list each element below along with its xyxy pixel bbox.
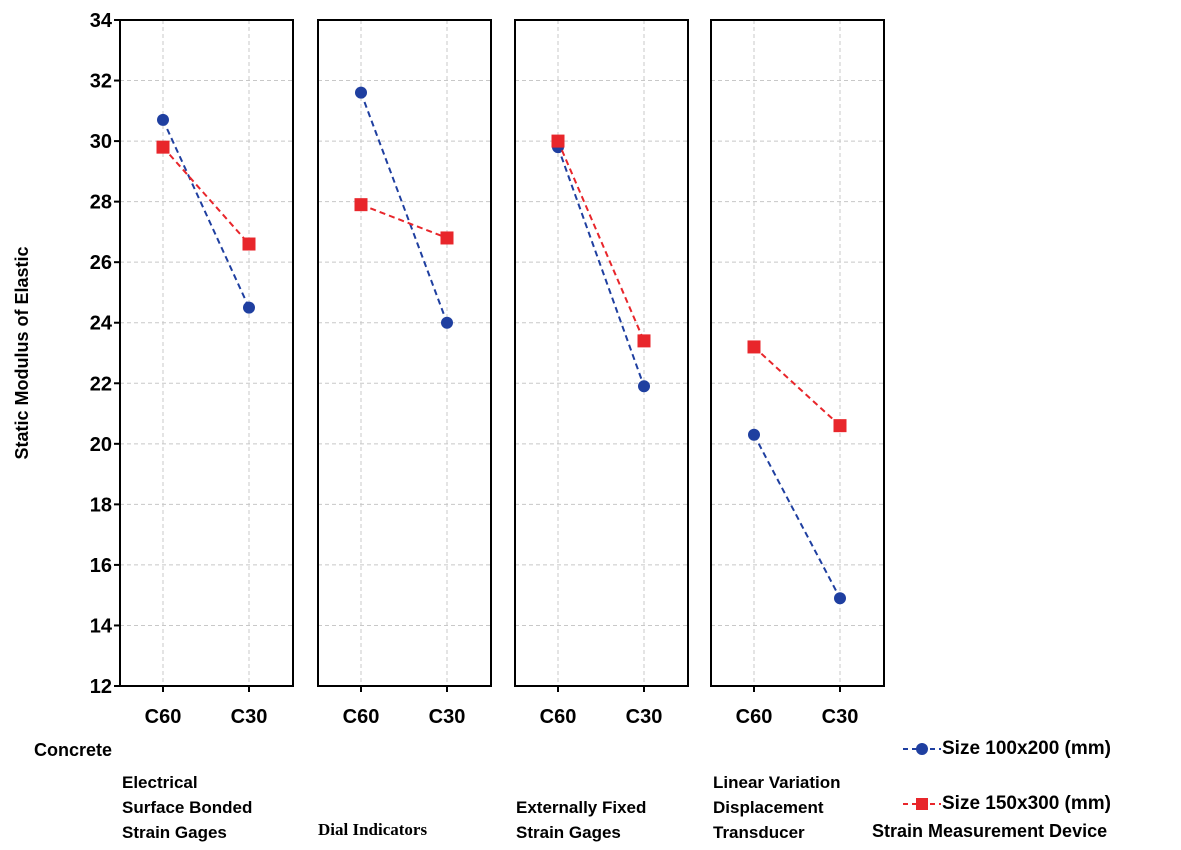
data-point-circle [157, 113, 169, 126]
series-line-1 [162, 119, 250, 309]
series-line-2 [557, 140, 645, 342]
panel-label-3: Externally Fixed Strain Gages [516, 798, 647, 842]
x-tick-label: C60 [145, 706, 182, 728]
data-point-circle [834, 592, 846, 605]
x-tick-label: C30 [626, 706, 663, 728]
panel-frame [317, 19, 492, 687]
panel-factor-label: Strain Measurement Device [872, 821, 1108, 841]
y-tick-label: 34 [90, 10, 113, 32]
y-tick-label: 26 [90, 252, 112, 274]
series-line-2 [753, 346, 841, 427]
panel-label-4: Linear Variation Displacement Transducer [713, 773, 841, 842]
x-tick-label: C30 [429, 706, 466, 728]
y-tick-label: 14 [90, 615, 113, 637]
panel-label-2: Dial Indicators [318, 820, 428, 839]
data-point-circle [638, 380, 650, 393]
data-point-square [242, 237, 256, 251]
legend-item-series-2: Size 150x300 (mm) [902, 793, 1111, 815]
legend-marker-circle-icon [903, 742, 941, 755]
x-tick-label: C60 [736, 706, 773, 728]
x-tick-label: C30 [822, 706, 859, 728]
y-tick-label: 22 [90, 373, 112, 395]
y-tick-label: 16 [90, 555, 112, 577]
x-tick-label: C30 [231, 706, 268, 728]
series-line-1 [360, 92, 448, 324]
data-point-square [551, 134, 565, 148]
data-point-circle [355, 86, 367, 99]
data-point-circle [243, 301, 255, 314]
y-tick-label: 30 [90, 131, 112, 153]
y-axis-label: Static Modulus of Elastic [12, 246, 32, 459]
legend-label-series-1: Size 100x200 (mm) [942, 738, 1111, 759]
series-line-1 [557, 146, 645, 387]
data-point-square [156, 140, 170, 154]
x-tick-label: C60 [343, 706, 380, 728]
data-point-square [354, 198, 368, 212]
y-tick-label: 20 [90, 434, 112, 456]
x-tick-label: C60 [540, 706, 577, 728]
y-tick-label: 28 [90, 192, 112, 214]
data-point-square [747, 340, 761, 354]
panel-frame [119, 19, 294, 687]
series-line-2 [360, 203, 448, 239]
data-point-square [637, 334, 651, 348]
y-tick-label: 18 [90, 494, 112, 516]
data-point-square [833, 419, 847, 433]
y-tick-label: 32 [90, 71, 112, 93]
panel-frame [710, 19, 885, 687]
legend-label-series-2: Size 150x300 (mm) [942, 793, 1111, 814]
data-point-circle [748, 428, 760, 441]
data-point-square [440, 231, 454, 245]
panel-frame [514, 19, 689, 687]
legend-marker-square-icon [903, 797, 941, 810]
x-factor-label: Concrete [34, 740, 113, 760]
panel-label-1: Electrical Surface Bonded Strain Gages [122, 773, 253, 842]
series-line-2 [162, 146, 250, 245]
y-tick-label: 24 [90, 313, 113, 335]
series-line-1 [753, 434, 841, 599]
y-tick-label: 12 [90, 676, 112, 698]
data-point-circle [441, 316, 453, 329]
legend-item-series-1: Size 100x200 (mm) [902, 738, 1111, 760]
